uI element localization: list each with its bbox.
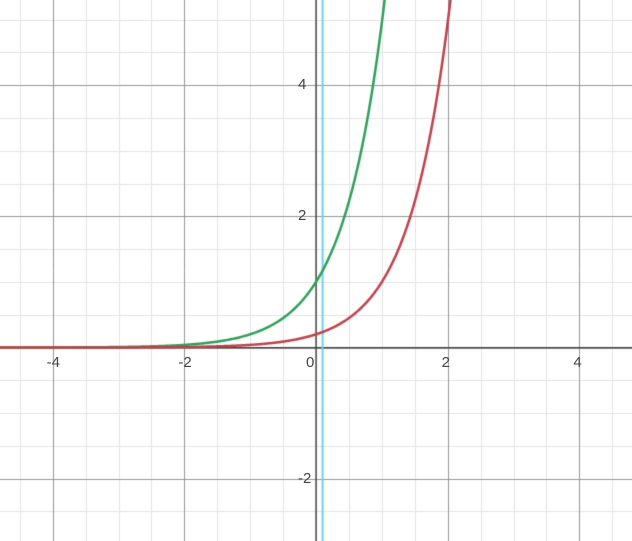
graph-plot: -4 -2 0 2 4 4 2 -2 [0,0,632,541]
x-tick-label: 0 [306,354,314,371]
y-tick-label: 2 [298,207,306,224]
x-tick-label: -4 [47,354,60,371]
y-tick-label: 4 [298,76,306,93]
plot-canvas [0,0,632,541]
x-tick-label: 2 [442,354,450,371]
y-tick-label: -2 [298,470,311,487]
x-tick-label: 4 [573,354,581,371]
x-tick-label: -2 [178,354,191,371]
